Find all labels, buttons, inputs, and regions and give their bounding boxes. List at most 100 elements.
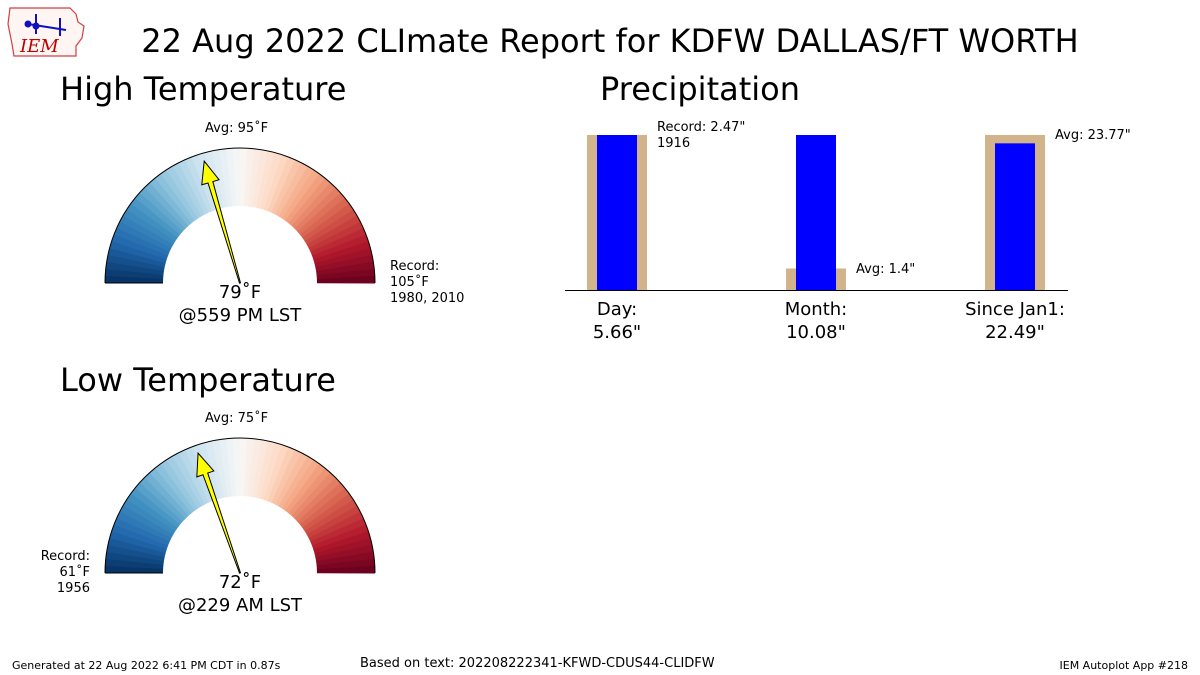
gauge-color-segment bbox=[106, 254, 165, 271]
gauge-color-segment bbox=[225, 438, 237, 497]
gauge-color-segment bbox=[119, 215, 174, 249]
gauge-color-segment bbox=[240, 148, 248, 207]
gauge-color-segment bbox=[313, 531, 371, 554]
gauge-color-segment bbox=[109, 530, 167, 554]
precip-category-value: 10.08" bbox=[786, 322, 846, 343]
gauge-color-segment bbox=[105, 551, 164, 565]
gauge-outline bbox=[104, 437, 376, 574]
gauge-color-segment bbox=[113, 517, 170, 546]
gauge-color-segment bbox=[105, 261, 164, 275]
gauge-color-segment bbox=[126, 203, 178, 242]
page-title: 22 Aug 2022 CLImate Report for KDFW DALL… bbox=[141, 22, 1079, 60]
gauge-color-segment bbox=[116, 221, 172, 252]
logo-text: IEM bbox=[19, 36, 59, 57]
precip-annotation: Avg: 1.4" bbox=[856, 262, 915, 277]
gauge-color-segment bbox=[259, 152, 283, 210]
gauge-color-segment bbox=[315, 544, 374, 562]
gauge-color-segment bbox=[288, 468, 331, 516]
gauge-color-segment bbox=[291, 182, 336, 229]
precip-obs-bar bbox=[995, 143, 1035, 290]
gauge-color-segment bbox=[310, 228, 367, 256]
precip-annotation: Avg: 23.77" bbox=[1055, 128, 1131, 143]
gauge-color-segment bbox=[172, 452, 206, 507]
gauge-color-segment bbox=[281, 169, 320, 221]
low-temp-gauge bbox=[104, 437, 376, 574]
gauge-color-segment bbox=[252, 149, 269, 208]
gauge-color-segment bbox=[281, 459, 320, 511]
gauge-color-segment bbox=[313, 241, 371, 264]
gauge-color-segment bbox=[271, 159, 302, 215]
gauge-color-segment bbox=[232, 148, 241, 207]
gauge-color-segment bbox=[135, 482, 183, 525]
gauge-color-segment bbox=[263, 444, 289, 502]
precip-category-label: Month: bbox=[785, 299, 847, 320]
footer-app: IEM Autoplot App #218 bbox=[1059, 659, 1189, 672]
gauge-color-segment bbox=[155, 173, 195, 224]
gauge-color-segment bbox=[315, 254, 374, 272]
gauge-color-segment bbox=[302, 203, 354, 242]
gauge-color-segment bbox=[160, 169, 199, 221]
gauge-color-segment bbox=[160, 459, 199, 511]
high-value-label: 79˚F @559 PM LST bbox=[178, 282, 302, 326]
gauge-color-segment bbox=[263, 154, 289, 212]
low-record-label: Record: 61˚F 1956 bbox=[40, 549, 90, 596]
gauge-color-segment bbox=[240, 438, 248, 497]
gauge-color-segment bbox=[126, 493, 178, 532]
gauge-color-segment bbox=[166, 455, 202, 509]
precip-heading: Precipitation bbox=[600, 70, 801, 108]
gauge-color-segment bbox=[308, 221, 364, 252]
gauge-color-segment bbox=[106, 544, 165, 561]
gauge-color-segment bbox=[105, 268, 164, 279]
low-temp-heading: Low Temperature bbox=[60, 361, 336, 399]
gauge-color-segment bbox=[107, 247, 166, 267]
gauge-color-segment bbox=[294, 187, 341, 232]
gauge-color-segment bbox=[107, 537, 166, 557]
gauge-color-segment bbox=[306, 505, 361, 539]
gauge-color-segment bbox=[144, 182, 189, 229]
gauge-color-segment bbox=[135, 192, 183, 235]
gauge-pointer-arrow bbox=[196, 451, 242, 574]
gauge-color-segment bbox=[144, 472, 189, 519]
precip-category-label: Day: bbox=[597, 299, 637, 320]
gauge-color-segment bbox=[316, 261, 375, 276]
gauge-color-segment bbox=[113, 227, 170, 256]
gauge-color-segment bbox=[225, 148, 237, 207]
gauge-color-segment bbox=[297, 192, 346, 235]
gauge-color-segment bbox=[274, 162, 308, 217]
gauge-color-segment bbox=[311, 234, 369, 260]
gauge-color-segment bbox=[232, 438, 241, 497]
gauge-color-segment bbox=[155, 463, 195, 514]
gauge-color-segment bbox=[248, 148, 262, 207]
gauge-color-segment bbox=[316, 275, 375, 284]
gauge-color-segment bbox=[310, 518, 367, 546]
high-record-label: Record: 105˚F 1980, 2010 bbox=[390, 259, 465, 306]
gauge-color-segment bbox=[123, 209, 176, 245]
gauge-color-segment bbox=[314, 248, 373, 268]
gauge-color-segment bbox=[218, 438, 233, 497]
gauge-color-segment bbox=[105, 275, 164, 283]
gauge-color-segment bbox=[274, 452, 308, 507]
gauge-color-segment bbox=[130, 487, 181, 528]
gauge-color-segment bbox=[211, 149, 229, 208]
gauge-color-segment bbox=[304, 499, 358, 535]
gauge-color-segment bbox=[294, 477, 341, 522]
gauge-color-segment bbox=[304, 209, 358, 245]
weather-station-icon bbox=[24, 14, 67, 36]
gauge-color-segment bbox=[302, 493, 354, 532]
iowa-outline-icon bbox=[7, 7, 85, 57]
gauge-color-segment bbox=[316, 268, 375, 280]
gauge-color-segment bbox=[248, 438, 262, 497]
gauge-color-segment bbox=[299, 198, 350, 238]
gauge-color-segment bbox=[185, 156, 213, 213]
gauge-color-segment bbox=[178, 449, 209, 505]
precip-category-label: Since Jan1: bbox=[965, 299, 1065, 320]
gauge-color-segment bbox=[109, 240, 167, 264]
iem-logo: IEM bbox=[7, 7, 85, 57]
low-value-label: 72˚F @229 AM LST bbox=[177, 572, 303, 616]
gauge-color-segment bbox=[178, 159, 209, 215]
gauge-color-segment bbox=[267, 446, 296, 503]
gauge-color-segment bbox=[149, 467, 192, 516]
gauge-color-segment bbox=[244, 148, 255, 207]
gauge-color-segment bbox=[316, 565, 375, 574]
gauge-color-segment bbox=[119, 505, 174, 539]
